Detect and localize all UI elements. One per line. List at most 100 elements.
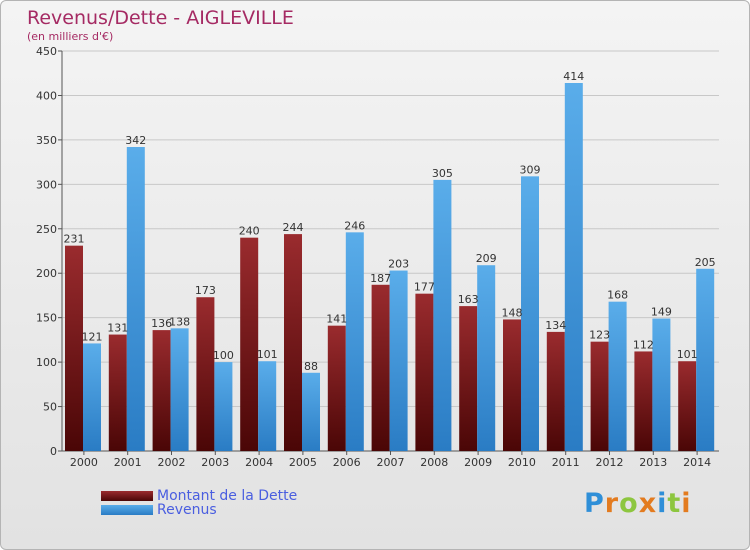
data-label-dette: 141: [326, 313, 347, 326]
bar-revenus: [258, 361, 277, 451]
chart-title: Revenus/Dette - AIGLEVILLE: [27, 7, 294, 29]
y-tick-label: 250: [36, 223, 57, 236]
data-label-revenus: 342: [125, 134, 146, 147]
y-tick-label: 400: [36, 89, 57, 102]
data-label-dette: 244: [283, 221, 304, 234]
x-tick-label: 2004: [245, 456, 273, 469]
data-label-dette: 240: [239, 225, 260, 238]
bar-revenus: [652, 318, 671, 451]
bar-dette: [546, 331, 565, 451]
data-label-revenus: 203: [388, 258, 409, 271]
bar-dette: [327, 325, 346, 451]
bar-dette: [415, 293, 434, 451]
data-label-dette: 112: [633, 338, 654, 351]
data-label-revenus: 209: [476, 252, 497, 265]
logo-letter: t: [667, 488, 682, 519]
x-tick-label: 2001: [114, 456, 142, 469]
bar-revenus: [214, 362, 233, 451]
data-label-revenus: 100: [213, 349, 234, 362]
x-tick-label: 2011: [552, 456, 580, 469]
bar-revenus: [302, 372, 320, 451]
logo-letter: i: [681, 488, 692, 519]
bar-dette: [196, 297, 215, 451]
data-label-dette: 163: [458, 293, 479, 306]
bar-dette: [459, 306, 478, 451]
data-label-dette: 177: [414, 281, 435, 294]
bar-dette: [152, 330, 171, 451]
bar-revenus: [170, 328, 189, 451]
bar-revenus: [345, 232, 364, 451]
data-label-revenus: 138: [169, 315, 190, 328]
y-tick-label: 0: [50, 445, 57, 458]
logo-letter: o: [619, 488, 639, 519]
legend-swatch-dette: [101, 491, 153, 501]
data-label-revenus: 168: [607, 289, 628, 302]
x-tick-label: 2007: [377, 456, 405, 469]
x-tick-label: 2002: [158, 456, 186, 469]
y-tick-label: 150: [36, 312, 57, 325]
bar-dette: [65, 245, 83, 451]
data-label-revenus: 205: [695, 256, 716, 269]
x-tick-label: 2008: [420, 456, 448, 469]
data-label-dette: 148: [502, 306, 523, 319]
bar-revenus: [608, 301, 627, 451]
legend-label-dette: Montant de la Dette: [157, 488, 298, 504]
x-tick-label: 2006: [333, 456, 361, 469]
x-tick-label: 2003: [201, 456, 229, 469]
bar-revenus: [433, 179, 452, 451]
bar-dette: [678, 361, 697, 451]
data-label-dette: 187: [370, 272, 391, 285]
legend-swatch-revenus: [101, 505, 153, 515]
data-label-revenus: 88: [304, 360, 318, 373]
data-label-revenus: 414: [563, 70, 584, 83]
data-label-revenus: 121: [82, 330, 103, 343]
logo-letter: r: [604, 488, 620, 519]
bar-revenus: [83, 343, 101, 451]
bar-dette: [371, 284, 390, 451]
logo-letter: i: [657, 488, 668, 519]
data-label-dette: 101: [677, 348, 698, 361]
bar-dette: [240, 237, 259, 451]
data-label-dette: 173: [195, 284, 216, 297]
x-tick-label: 2014: [683, 456, 711, 469]
chart-subtitle: (en milliers d'€): [27, 30, 114, 43]
x-tick-label: 2010: [508, 456, 536, 469]
y-tick-label: 450: [36, 45, 57, 58]
bar-revenus: [564, 83, 583, 451]
bar-revenus: [477, 265, 496, 451]
y-tick-label: 200: [36, 267, 57, 280]
legend-item-revenus: Revenus: [101, 502, 217, 518]
data-label-dette: 136: [151, 317, 172, 330]
bar-revenus: [126, 147, 145, 451]
data-label-revenus: 305: [432, 167, 453, 180]
proxiti-logo: Proxiti: [584, 488, 692, 519]
x-tick-label: 2009: [464, 456, 492, 469]
x-tick-label: 2013: [639, 456, 667, 469]
bar-revenus: [389, 270, 408, 451]
bar-revenus: [696, 268, 715, 451]
legend-label-revenus: Revenus: [157, 502, 217, 518]
bar-dette: [108, 334, 127, 451]
bar-revenus: [521, 176, 539, 452]
y-tick-label: 300: [36, 178, 57, 191]
bar-dette: [503, 319, 521, 451]
data-label-dette: 134: [545, 319, 566, 332]
data-label-dette: 231: [64, 233, 85, 246]
data-label-revenus: 309: [520, 163, 541, 176]
bar-dette: [634, 351, 653, 451]
data-label-dette: 131: [107, 322, 128, 335]
x-tick-label: 2012: [596, 456, 624, 469]
y-tick-label: 50: [43, 401, 57, 414]
bar-dette: [284, 234, 302, 451]
x-tick-label: 2005: [289, 456, 317, 469]
x-tick-label: 2000: [70, 456, 98, 469]
legend-item-dette: Montant de la Dette: [101, 488, 298, 504]
bar-dette: [590, 341, 609, 451]
y-tick-label: 350: [36, 134, 57, 147]
data-label-dette: 123: [589, 329, 610, 342]
data-label-revenus: 101: [257, 348, 278, 361]
logo-letter: P: [584, 488, 605, 519]
y-tick-label: 100: [36, 356, 57, 369]
